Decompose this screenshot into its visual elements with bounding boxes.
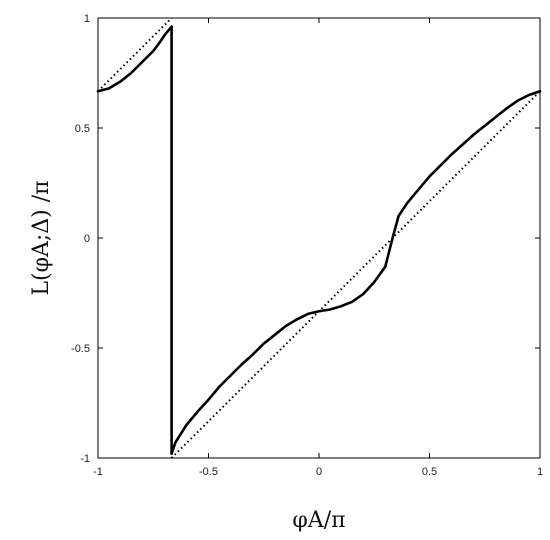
- tick-marks: [97, 17, 541, 459]
- series-layer: [96, 17, 542, 459]
- x-axis-label: φA/π: [292, 508, 345, 533]
- y-tick-label: 1: [84, 13, 90, 25]
- y-tick-label: 0.5: [75, 123, 90, 135]
- dotted-reference-line-segment-0: [97, 17, 173, 92]
- x-tick-label: -1: [93, 466, 103, 478]
- y-axis-label: L(φA;Δ) /π: [29, 180, 54, 295]
- y-tick-label: -1: [80, 453, 90, 465]
- solid-curve-segment-2: [170, 89, 542, 455]
- x-tick-label: 0: [316, 466, 322, 478]
- plot-frame: [97, 17, 541, 459]
- dotted-reference-line-segment-1: [170, 90, 541, 459]
- y-tick-label: 0: [84, 233, 90, 245]
- tick-labels: -1 -0.5 0 0.5 1 -1 -0.5 0 0.5 1: [71, 13, 543, 478]
- y-tick-label: -0.5: [71, 343, 90, 355]
- x-tick-label: 1: [537, 466, 543, 478]
- x-tick-label: 0.5: [422, 466, 437, 478]
- solid-curve-segment-0: [96, 25, 173, 93]
- x-tick-label: -0.5: [199, 466, 218, 478]
